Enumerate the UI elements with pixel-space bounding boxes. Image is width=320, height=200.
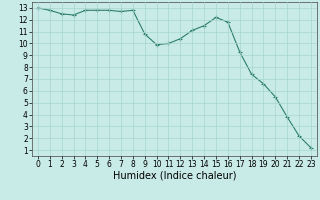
X-axis label: Humidex (Indice chaleur): Humidex (Indice chaleur) (113, 171, 236, 181)
